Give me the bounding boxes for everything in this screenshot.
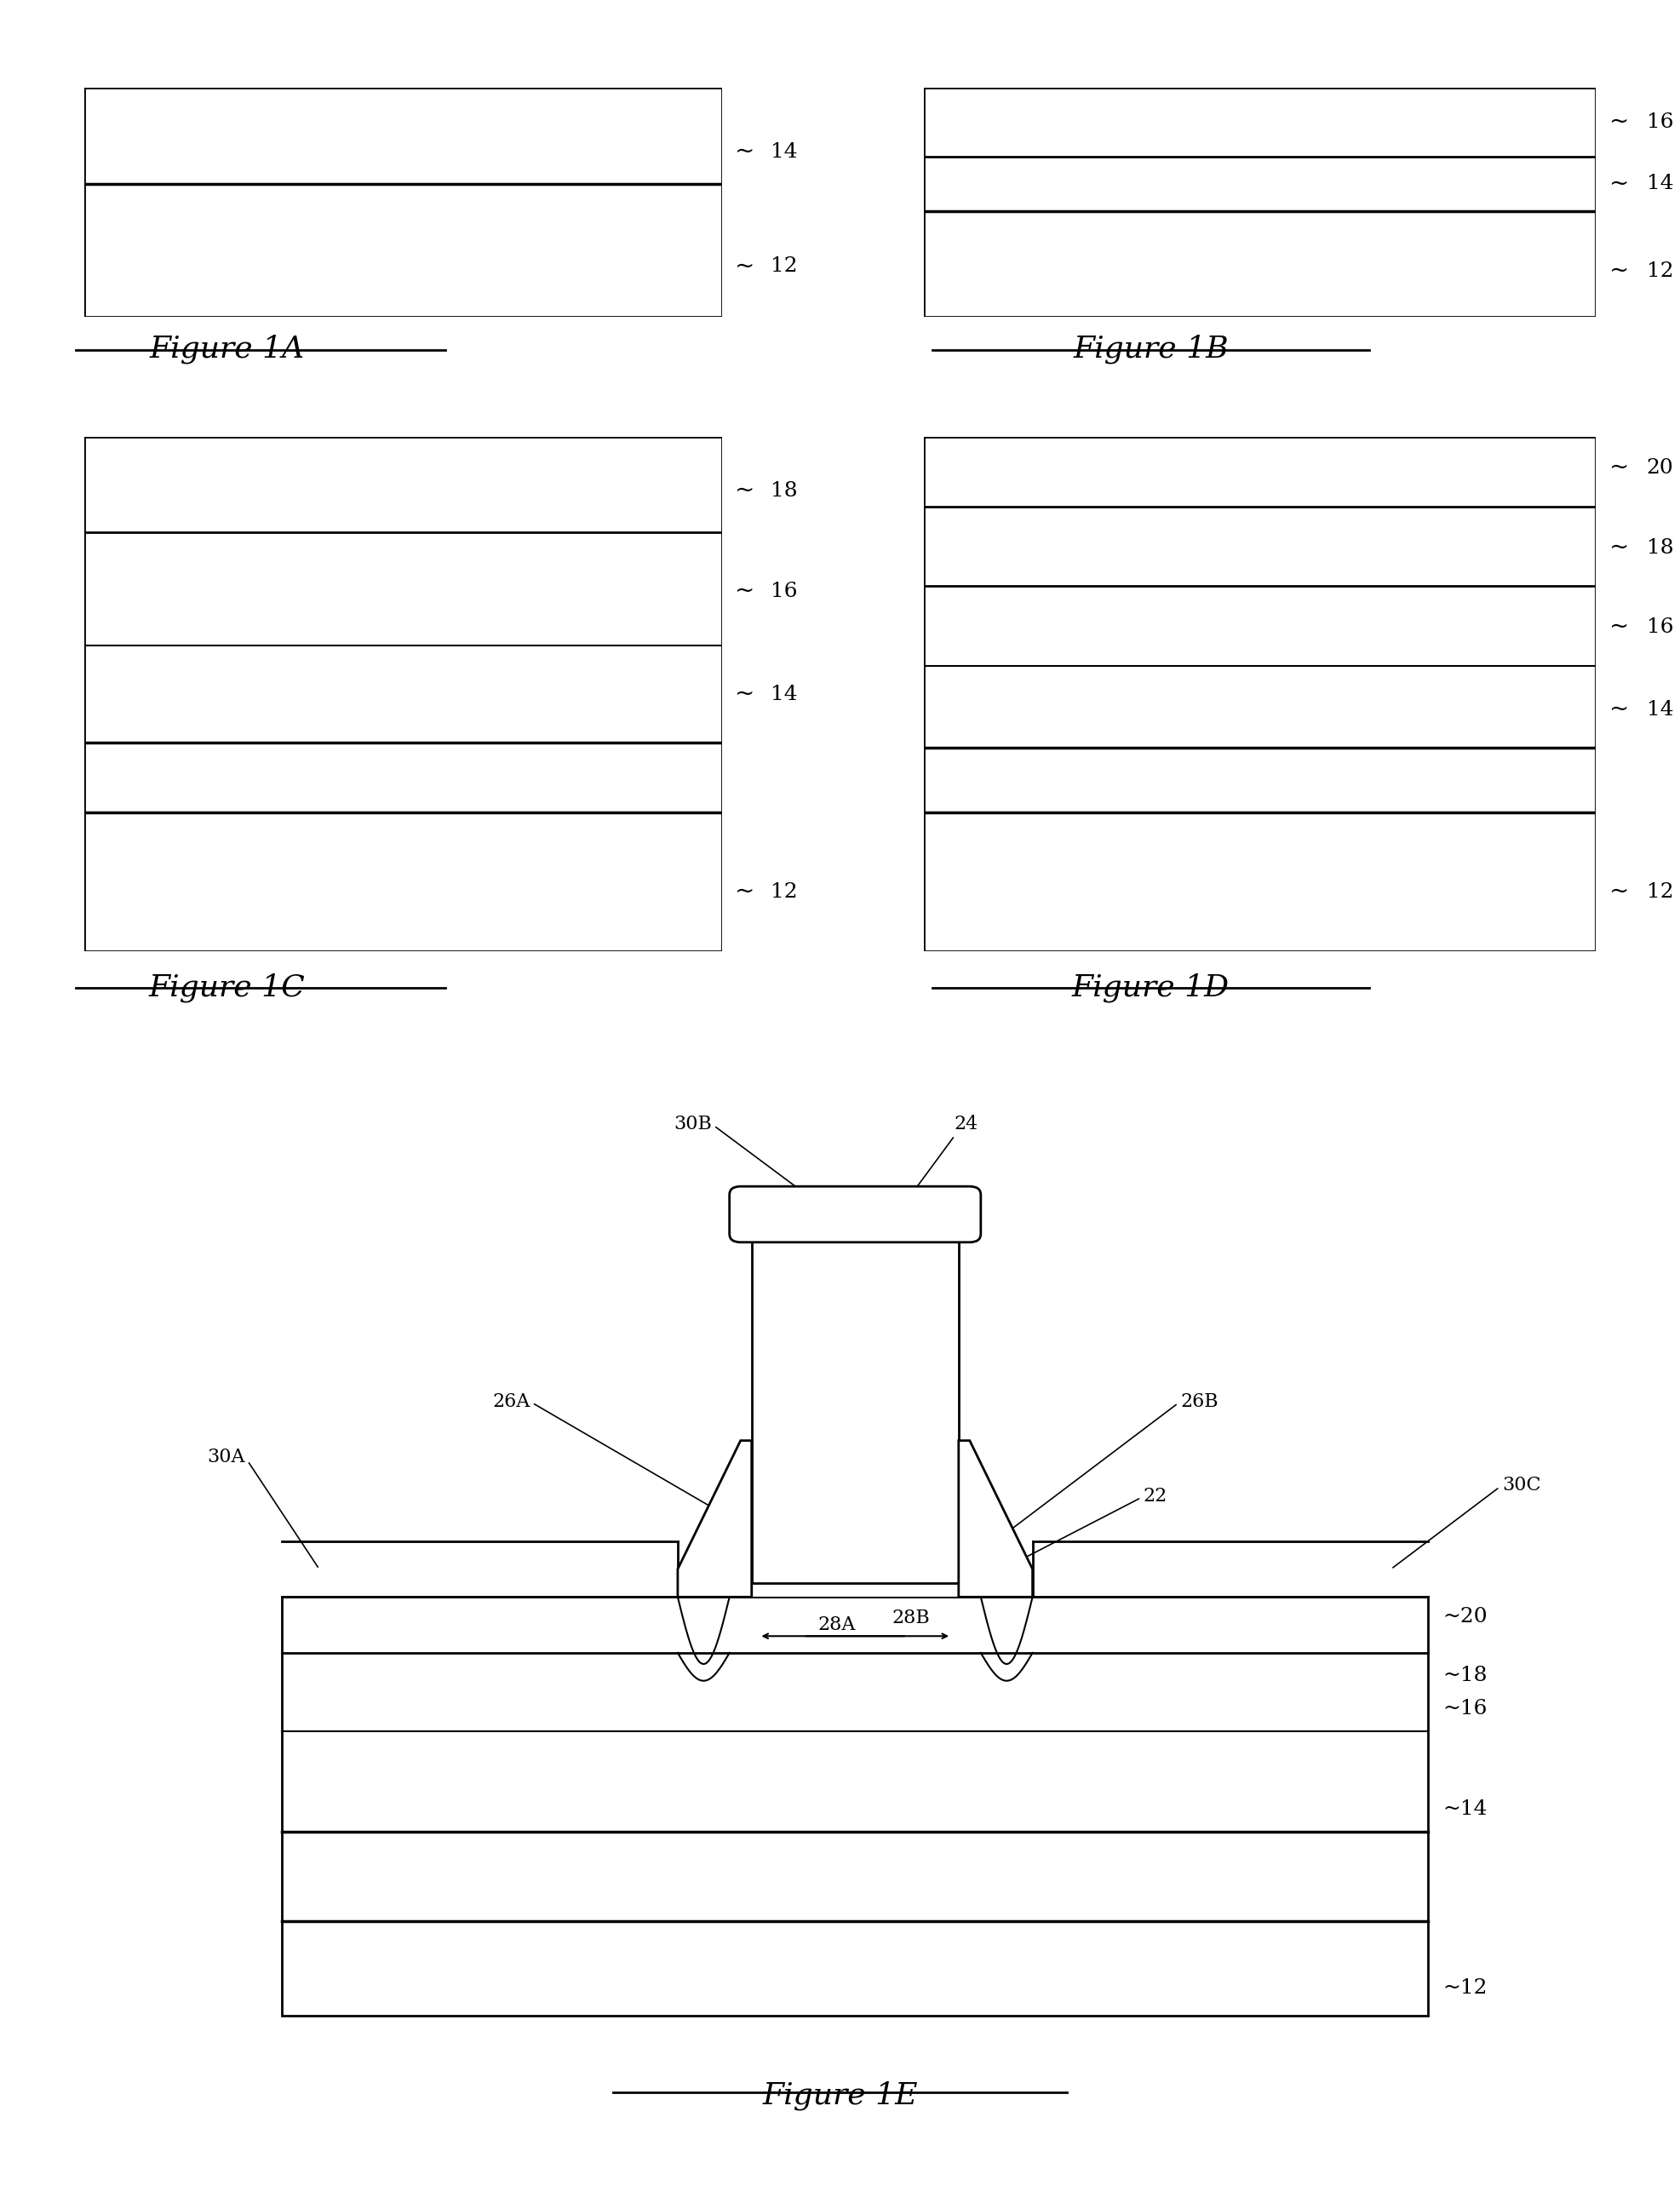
Text: 22: 22 <box>964 1486 1168 1589</box>
Text: ~16: ~16 <box>1443 1699 1487 1718</box>
Text: 18: 18 <box>1646 538 1673 557</box>
Text: 16: 16 <box>1646 616 1673 636</box>
Text: 16: 16 <box>1646 111 1673 131</box>
Text: ~: ~ <box>1609 260 1630 282</box>
Text: 14: 14 <box>1646 175 1673 195</box>
Text: 12: 12 <box>769 256 798 275</box>
Polygon shape <box>959 1441 1033 1598</box>
Text: 26A: 26A <box>492 1392 721 1513</box>
Polygon shape <box>677 1441 751 1598</box>
Text: ~18: ~18 <box>1443 1666 1487 1685</box>
Text: ~: ~ <box>736 881 754 903</box>
Text: ~: ~ <box>1609 173 1630 195</box>
Text: 20: 20 <box>1646 459 1673 479</box>
Text: Figure 1A: Figure 1A <box>150 334 304 363</box>
Text: ~12: ~12 <box>1443 1978 1487 1998</box>
Text: 14: 14 <box>769 684 798 704</box>
Text: ~: ~ <box>1609 616 1630 638</box>
Text: 14: 14 <box>769 142 798 162</box>
Text: 30A: 30A <box>207 1447 318 1567</box>
Text: ~: ~ <box>1609 536 1630 560</box>
Text: 26B: 26B <box>998 1392 1218 1539</box>
Text: Figure 1E: Figure 1E <box>763 2081 917 2109</box>
Text: ~: ~ <box>1609 109 1630 133</box>
Text: ~: ~ <box>1609 881 1630 903</box>
Bar <box>282 1598 1428 2015</box>
Text: Figure 1B: Figure 1B <box>1074 334 1228 363</box>
Text: ~: ~ <box>736 579 754 603</box>
Text: Figure 1C: Figure 1C <box>148 973 306 1001</box>
Text: 30B: 30B <box>674 1115 832 1213</box>
Text: ~: ~ <box>736 256 754 278</box>
Text: ~20: ~20 <box>1443 1607 1487 1626</box>
Text: 12: 12 <box>1646 881 1673 901</box>
Text: 12: 12 <box>1646 262 1673 280</box>
Text: 24: 24 <box>872 1115 978 1248</box>
Text: ~: ~ <box>736 140 754 164</box>
Bar <box>751 1233 959 1583</box>
Text: ~: ~ <box>1609 697 1630 721</box>
Text: ~: ~ <box>736 479 754 503</box>
Text: 16: 16 <box>769 581 798 601</box>
Text: 30C: 30C <box>1393 1476 1541 1567</box>
Text: 14: 14 <box>1646 700 1673 719</box>
Text: 28A: 28A <box>818 1615 855 1635</box>
Text: 28B: 28B <box>892 1609 931 1629</box>
Text: ~: ~ <box>736 682 754 706</box>
Text: ~14: ~14 <box>1443 1799 1487 1819</box>
Text: Figure 1D: Figure 1D <box>1072 973 1230 1001</box>
Text: 12: 12 <box>769 881 798 901</box>
Text: ~: ~ <box>1609 457 1630 479</box>
Text: 18: 18 <box>769 481 798 501</box>
FancyBboxPatch shape <box>729 1187 981 1242</box>
Bar <box>751 1583 959 1598</box>
